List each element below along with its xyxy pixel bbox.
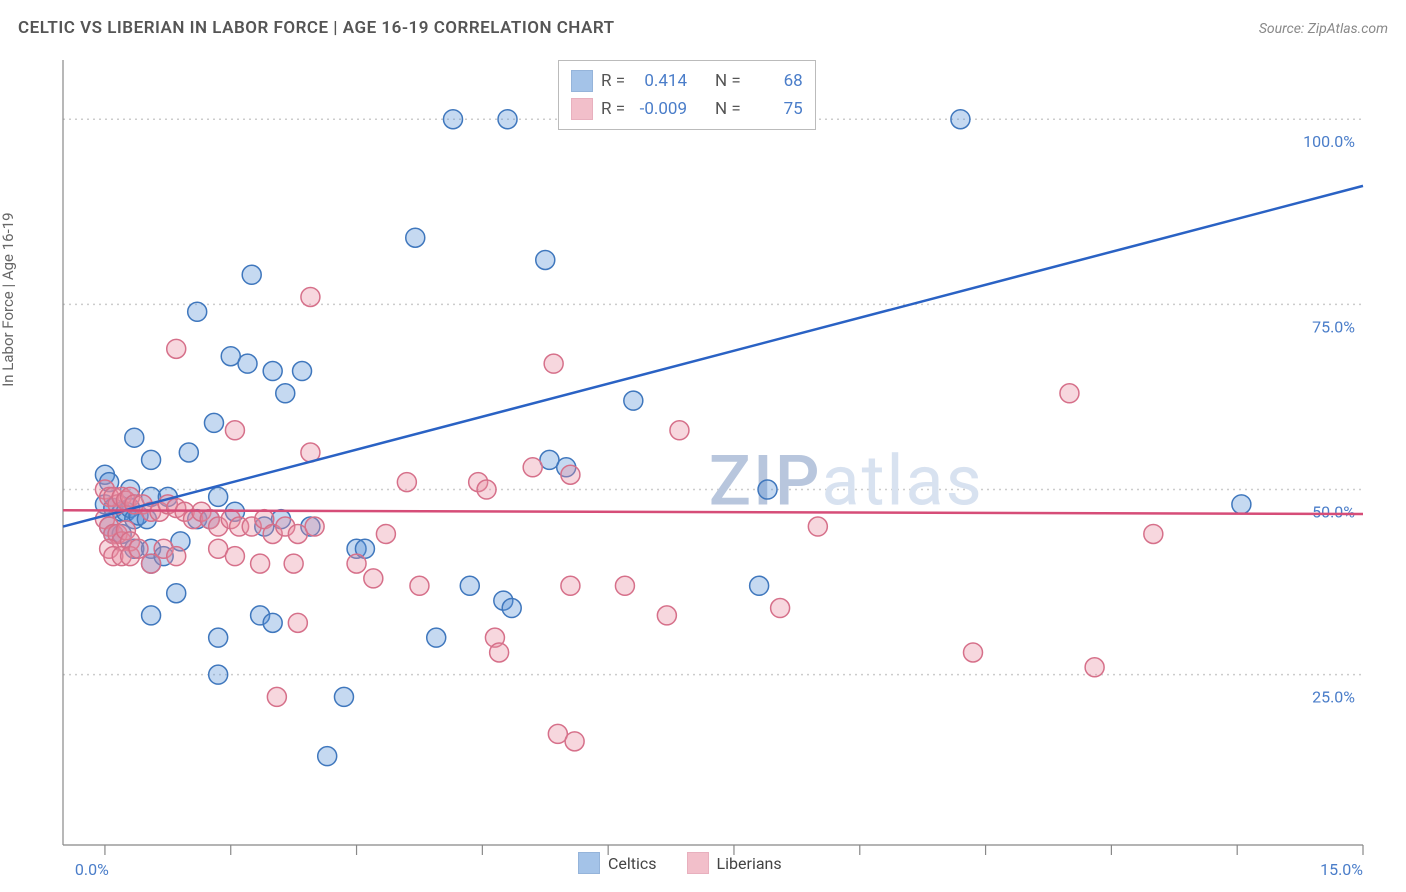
swatch-liberians	[687, 852, 709, 874]
data-point	[1060, 384, 1079, 403]
data-point	[305, 517, 324, 536]
x-tick-label: 15.0%	[1320, 860, 1363, 875]
data-point	[293, 362, 312, 381]
y-tick-label: 50.0%	[1312, 503, 1355, 522]
data-point	[209, 665, 228, 684]
y-tick-label: 25.0%	[1312, 688, 1355, 707]
data-point	[657, 606, 676, 625]
data-point	[364, 569, 383, 588]
data-point	[624, 391, 643, 410]
legend-label-celtics: Celtics	[608, 854, 657, 873]
legend-row-liberians: R = -0.009 N = 75	[571, 95, 803, 123]
data-point	[397, 473, 416, 492]
data-point	[284, 554, 303, 573]
legend-label-liberians: Liberians	[717, 854, 782, 873]
data-point	[444, 110, 463, 129]
r-label: R =	[601, 99, 625, 119]
data-point	[951, 110, 970, 129]
data-point	[536, 250, 555, 269]
data-point	[179, 443, 198, 462]
n-value-celtics: 68	[749, 71, 803, 91]
data-point	[204, 413, 223, 432]
r-value-liberians: -0.009	[633, 99, 687, 119]
data-point	[301, 287, 320, 306]
data-point	[125, 428, 144, 447]
data-point	[498, 110, 517, 129]
chart-container: In Labor Force | Age 16-19 25.0%50.0%75.…	[18, 55, 1388, 874]
data-point	[267, 687, 286, 706]
data-point	[771, 599, 790, 618]
scatter-plot: 25.0% 50.0% 75.0% 100.0% ZIPatlas 0.0% 15.0%	[18, 55, 1388, 875]
data-point	[410, 576, 429, 595]
legend-row-celtics: R = 0.414 N = 68	[571, 67, 803, 95]
n-value-liberians: 75	[749, 99, 803, 119]
data-point	[490, 643, 509, 662]
watermark: ZIPatlas	[709, 440, 984, 522]
y-tick-label: 100.0%	[1303, 132, 1355, 151]
data-point	[477, 480, 496, 499]
data-point	[502, 599, 521, 618]
y-axis-label: In Labor Force | Age 16-19	[0, 212, 17, 386]
data-point	[376, 524, 395, 543]
data-point	[808, 517, 827, 536]
x-tick-label: 0.0%	[75, 860, 109, 875]
data-point	[427, 628, 446, 647]
data-point	[1144, 524, 1163, 543]
data-point	[1232, 495, 1251, 514]
data-point	[1085, 658, 1104, 677]
y-tick-label: 75.0%	[1312, 317, 1355, 336]
data-point	[670, 421, 689, 440]
data-point	[225, 421, 244, 440]
r-value-celtics: 0.414	[633, 71, 687, 91]
data-point	[167, 339, 186, 358]
correlation-legend: R = 0.414 N = 68 R = -0.009 N = 75	[558, 60, 816, 130]
data-point	[263, 362, 282, 381]
data-point	[460, 576, 479, 595]
data-point	[334, 687, 353, 706]
data-point	[544, 354, 563, 373]
data-point	[523, 458, 542, 477]
data-point	[242, 265, 261, 284]
legend-item-celtics: Celtics	[578, 852, 657, 874]
data-point	[964, 643, 983, 662]
title-bar: CELTIC VS LIBERIAN IN LABOR FORCE | AGE …	[18, 18, 1388, 38]
legend-item-liberians: Liberians	[687, 852, 782, 874]
data-point	[167, 584, 186, 603]
data-point	[167, 547, 186, 566]
series-legend: Celtics Liberians	[578, 852, 782, 874]
data-point	[347, 554, 366, 573]
swatch-celtics	[571, 70, 593, 92]
data-point	[238, 354, 257, 373]
data-point	[209, 628, 228, 647]
data-point	[750, 576, 769, 595]
data-point	[225, 547, 244, 566]
data-point	[188, 302, 207, 321]
data-point	[142, 450, 161, 469]
data-point	[263, 613, 282, 632]
data-point	[561, 465, 580, 484]
data-point	[565, 732, 584, 751]
swatch-celtics	[578, 852, 600, 874]
data-point	[209, 487, 228, 506]
data-point	[561, 576, 580, 595]
r-label: R =	[601, 71, 625, 91]
data-point	[318, 747, 337, 766]
n-label: N =	[715, 99, 741, 119]
data-point	[142, 606, 161, 625]
data-point	[406, 228, 425, 247]
chart-title: CELTIC VS LIBERIAN IN LABOR FORCE | AGE …	[18, 18, 615, 38]
source-attribution: Source: ZipAtlas.com	[1259, 21, 1388, 37]
data-point	[251, 554, 270, 573]
data-point	[615, 576, 634, 595]
data-point	[276, 384, 295, 403]
swatch-liberians	[571, 98, 593, 120]
n-label: N =	[715, 71, 741, 91]
data-point	[288, 613, 307, 632]
data-point	[758, 480, 777, 499]
